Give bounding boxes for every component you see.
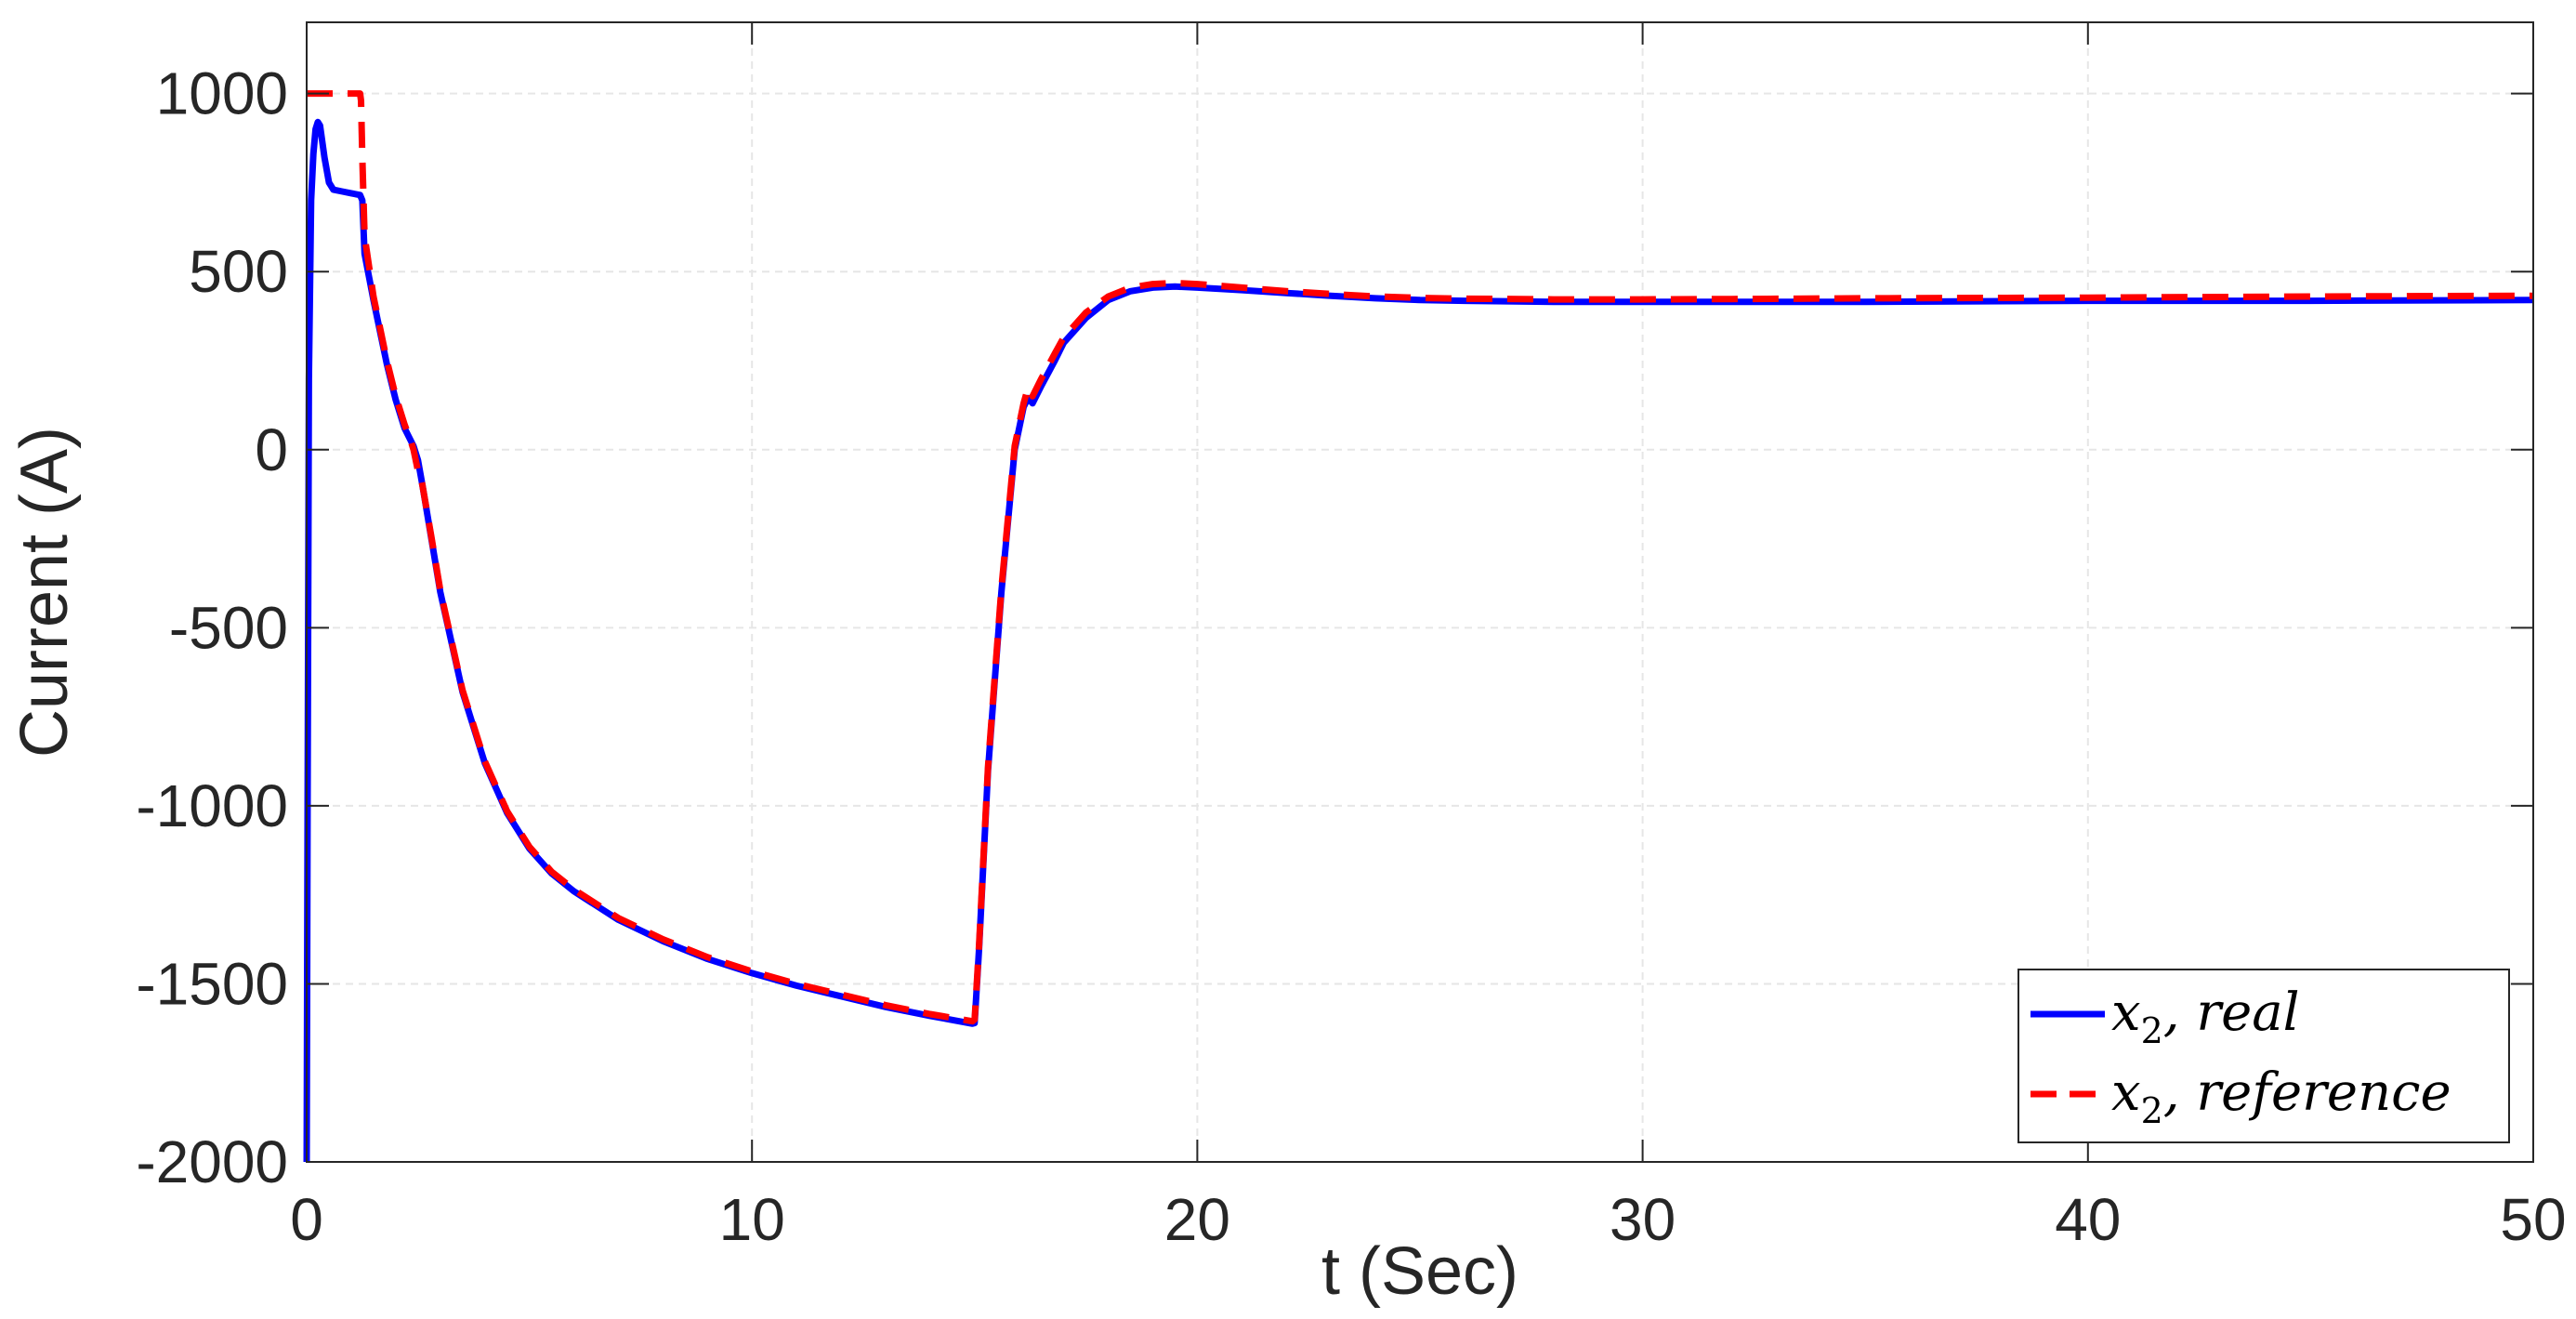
- tick-labels: 0 10 20 30 40 50 -2000 -1500 -1000 -500 0 500 1000: [136, 60, 2566, 1253]
- legend-label-reference-var: x: [2111, 1062, 2141, 1123]
- x-tick-label: 30: [1610, 1186, 1676, 1253]
- series-lines: [303, 90, 2534, 1163]
- x-tick-label: 20: [1164, 1186, 1230, 1253]
- y-axis-title: Current (A): [7, 427, 82, 758]
- y-tick-label: -1500: [136, 950, 288, 1017]
- legend-label-reference-text: , reference: [2163, 1062, 2451, 1123]
- x-tick-label: 50: [2500, 1186, 2566, 1253]
- legend: x2, real x2, reference: [2017, 969, 2510, 1143]
- y-tick-label: -1000: [136, 772, 288, 839]
- y-tick-label: 1000: [156, 60, 288, 127]
- x-tick-label: 0: [290, 1186, 323, 1253]
- legend-box: [2017, 969, 2510, 1143]
- series-line-reference: [305, 90, 2534, 1025]
- x-tick-label: 10: [719, 1186, 785, 1253]
- y-tick-label: 0: [255, 416, 288, 483]
- x-axis-title: t (Sec): [1321, 1234, 1518, 1309]
- grid: [307, 22, 2533, 1162]
- legend-label-real-var: x: [2111, 983, 2141, 1043]
- y-tick-label: -2000: [136, 1128, 288, 1195]
- legend-label-reference: x2, reference: [2111, 1062, 2451, 1131]
- legend-label-real-subscript: 2: [2141, 1010, 2163, 1051]
- y-tick-label: 500: [189, 238, 288, 305]
- legend-label-reference-subscript: 2: [2141, 1090, 2163, 1131]
- x-tick-label: 40: [2055, 1186, 2121, 1253]
- legend-label-real-text: , real: [2163, 983, 2300, 1043]
- plot-area-frame: [306, 21, 2534, 1163]
- legend-label-real: x2, real: [2111, 983, 2300, 1051]
- axis-ticks: [306, 22, 2534, 1163]
- y-tick-label: -500: [169, 594, 288, 661]
